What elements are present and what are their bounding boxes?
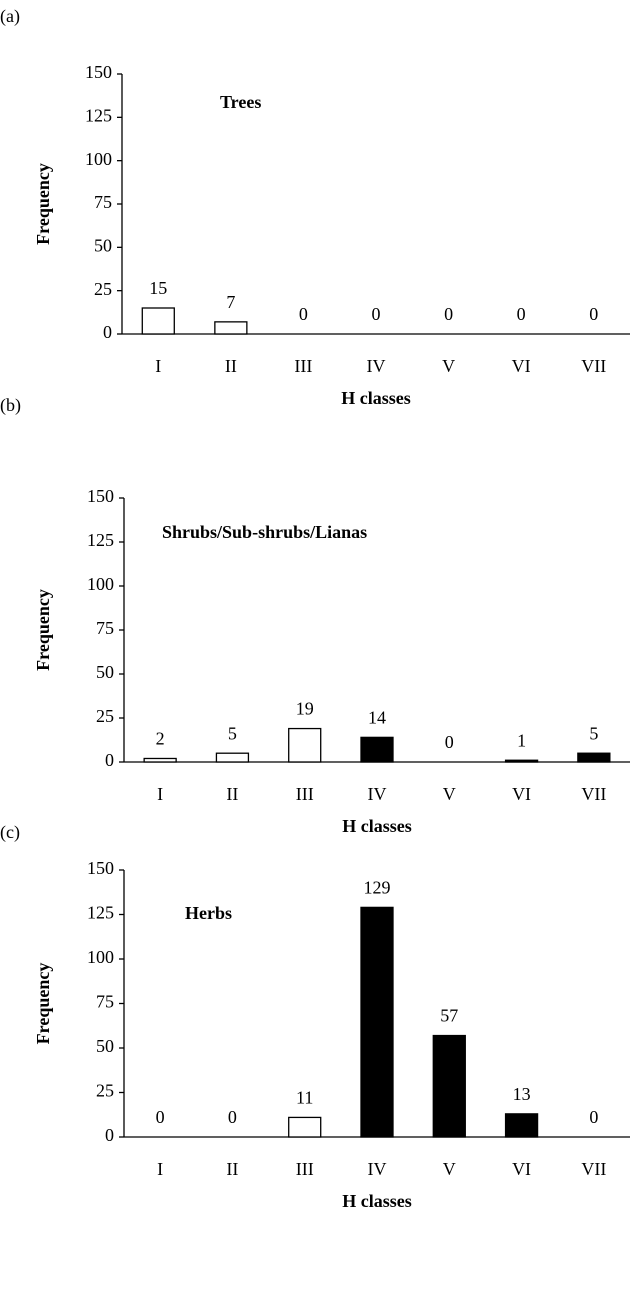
y-axis-label: Frequency xyxy=(33,163,53,245)
panel-label: (a) xyxy=(0,6,20,27)
y-tick-label: 75 xyxy=(96,618,114,638)
y-tick-label: 0 xyxy=(103,322,112,342)
value-label: 13 xyxy=(513,1084,531,1104)
x-tick-label: III xyxy=(294,356,312,376)
value-label: 2 xyxy=(156,729,165,749)
bar xyxy=(288,727,322,763)
bar xyxy=(360,906,394,1138)
x-axis-label: H classes xyxy=(342,816,412,836)
y-tick-label: 50 xyxy=(96,1036,114,1056)
x-tick-label: II xyxy=(226,784,238,804)
x-tick-label: I xyxy=(155,356,161,376)
x-tick-label: VII xyxy=(581,1159,606,1179)
bar xyxy=(215,752,250,763)
value-label: 11 xyxy=(296,1088,313,1108)
panel-label: (b) xyxy=(0,395,21,416)
x-tick-label: I xyxy=(157,784,163,804)
value-label: 0 xyxy=(589,304,598,324)
y-tick-label: 25 xyxy=(96,706,114,726)
value-label: 1 xyxy=(517,730,526,750)
y-axis-label: Frequency xyxy=(33,589,53,671)
value-label: 0 xyxy=(517,304,526,324)
y-axis-label: Frequency xyxy=(33,963,53,1045)
value-label: 0 xyxy=(444,304,453,324)
bar xyxy=(432,1034,466,1138)
y-tick-label: 150 xyxy=(85,62,112,82)
value-label: 0 xyxy=(228,1107,237,1127)
x-tick-label: IV xyxy=(368,1159,387,1179)
y-tick-label: 75 xyxy=(96,992,114,1012)
annotation: Shrubs/Sub-shrubs/Lianas xyxy=(162,522,367,542)
x-tick-label: V xyxy=(443,784,456,804)
value-label: 0 xyxy=(445,732,454,752)
x-tick-label: III xyxy=(296,784,314,804)
x-axis-label: H classes xyxy=(341,388,411,408)
y-tick-label: 75 xyxy=(94,192,112,212)
value-label: 0 xyxy=(156,1107,165,1127)
x-tick-label: IV xyxy=(367,356,386,376)
bar xyxy=(504,1113,539,1138)
x-tick-label: II xyxy=(226,1159,238,1179)
bar xyxy=(504,759,539,763)
y-tick-label: 100 xyxy=(85,149,112,169)
y-tick-label: 100 xyxy=(87,947,114,967)
value-label: 5 xyxy=(589,723,598,743)
value-label: 129 xyxy=(364,878,391,898)
value-label: 0 xyxy=(372,304,381,324)
bar xyxy=(577,752,611,763)
x-tick-label: VI xyxy=(512,1159,531,1179)
x-tick-label: VII xyxy=(581,356,606,376)
x-tick-label: V xyxy=(443,1159,456,1179)
x-tick-label: VI xyxy=(512,784,531,804)
x-tick-label: III xyxy=(296,1159,314,1179)
y-tick-label: 150 xyxy=(87,486,114,506)
y-tick-label: 25 xyxy=(94,279,112,299)
bar xyxy=(288,1116,322,1138)
x-tick-label: IV xyxy=(368,784,387,804)
value-label: 19 xyxy=(296,699,314,719)
bar xyxy=(143,757,177,763)
y-tick-label: 150 xyxy=(87,858,114,878)
x-tick-label: VII xyxy=(581,784,606,804)
value-label: 57 xyxy=(440,1006,458,1026)
annotation: Trees xyxy=(220,92,261,112)
y-tick-label: 125 xyxy=(87,530,114,550)
x-axis-label: H classes xyxy=(342,1191,412,1211)
bar xyxy=(141,307,175,335)
value-label: 5 xyxy=(228,723,237,743)
value-label: 0 xyxy=(299,304,308,324)
bar xyxy=(214,321,248,335)
panel-label: (c) xyxy=(0,822,20,843)
y-tick-label: 125 xyxy=(87,903,114,923)
value-label: 15 xyxy=(149,278,167,298)
x-tick-label: V xyxy=(442,356,455,376)
y-tick-label: 25 xyxy=(96,1081,114,1101)
bar xyxy=(360,736,394,763)
value-label: 7 xyxy=(226,292,235,312)
y-tick-label: 50 xyxy=(94,235,112,255)
y-tick-label: 0 xyxy=(105,750,114,770)
annotation: Herbs xyxy=(185,903,232,923)
y-tick-label: 125 xyxy=(85,105,112,125)
x-tick-label: I xyxy=(157,1159,163,1179)
value-label: 14 xyxy=(368,707,386,727)
x-tick-label: VI xyxy=(512,356,531,376)
value-label: 0 xyxy=(589,1107,598,1127)
y-tick-label: 100 xyxy=(87,574,114,594)
y-tick-label: 0 xyxy=(105,1125,114,1145)
x-tick-label: II xyxy=(225,356,237,376)
y-tick-label: 50 xyxy=(96,662,114,682)
